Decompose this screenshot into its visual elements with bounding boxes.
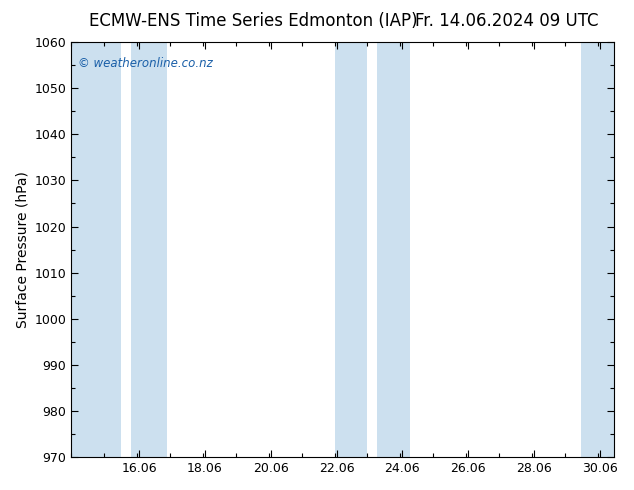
Bar bbox=[581, 42, 614, 457]
Y-axis label: Surface Pressure (hPa): Surface Pressure (hPa) bbox=[15, 171, 29, 328]
Bar bbox=[377, 42, 410, 457]
Bar bbox=[335, 42, 368, 457]
Bar bbox=[131, 42, 167, 457]
Text: Fr. 14.06.2024 09 UTC: Fr. 14.06.2024 09 UTC bbox=[415, 12, 599, 30]
Text: ECMW-ENS Time Series Edmonton (IAP): ECMW-ENS Time Series Edmonton (IAP) bbox=[89, 12, 418, 30]
Bar bbox=[71, 42, 120, 457]
Text: © weatheronline.co.nz: © weatheronline.co.nz bbox=[78, 56, 212, 70]
